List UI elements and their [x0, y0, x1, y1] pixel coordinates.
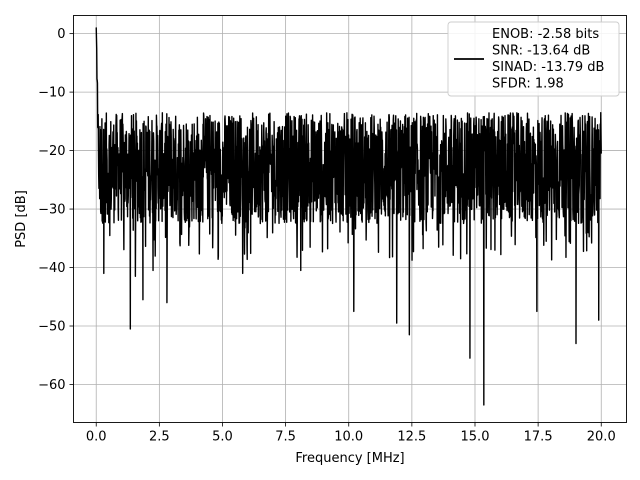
y-axis-ticks: 0 −10 −20 −30 −40 −50 −60	[38, 27, 74, 393]
x-tick-label: 7.5	[275, 430, 296, 445]
legend-entry: ENOB: -2.58 bits SNR: -13.64 dB SINAD: -…	[492, 27, 609, 92]
y-axis-label: PSD [dB]	[14, 190, 29, 248]
y-tick-label: −30	[38, 203, 65, 218]
y-tick-label: −60	[38, 378, 65, 393]
series-layer	[95, 27, 602, 406]
y-tick-label: −20	[38, 144, 65, 159]
legend-line-enob: ENOB: -2.58 bits	[492, 27, 599, 42]
y-tick-label: −50	[38, 320, 65, 335]
x-tick-label: 15.0	[461, 430, 490, 445]
psd-series-line	[95, 27, 602, 406]
legend-line-sinad: SINAD: -13.79 dB	[492, 60, 604, 75]
x-axis-ticks: 0.0 2.5 5.0 7.5 10.0 12.5 15.0 17.5 20.0	[86, 422, 616, 445]
plot-frame	[73, 15, 627, 423]
x-tick-label: 12.5	[397, 430, 426, 445]
x-tick-label: 20.0	[587, 430, 616, 445]
x-tick-label: 17.5	[524, 430, 553, 445]
x-axis-label: Frequency [MHz]	[295, 451, 404, 466]
x-tick-label: 2.5	[149, 430, 170, 445]
x-tick-label: 5.0	[212, 430, 233, 445]
legend-box	[447, 21, 620, 97]
legend-line-snr: SNR: -13.64 dB	[492, 44, 590, 59]
y-tick-label: −10	[38, 86, 65, 101]
legend: ENOB: -2.58 bits SNR: -13.64 dB SINAD: -…	[447, 21, 620, 97]
x-tick-label: 10.0	[334, 430, 363, 445]
legend-line-sfdr: SFDR: 1.98	[492, 77, 564, 92]
y-tick-label: −40	[38, 261, 65, 276]
x-tick-label: 0.0	[86, 430, 107, 445]
y-tick-label: 0	[57, 27, 65, 42]
